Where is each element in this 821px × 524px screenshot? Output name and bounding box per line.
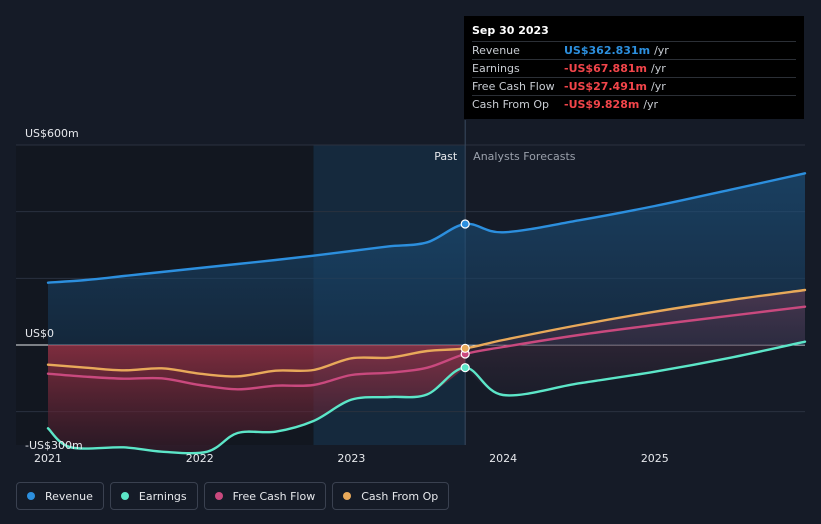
past-label: Past	[434, 150, 458, 163]
marker-revenue	[460, 219, 470, 229]
tooltip-unit: /yr	[650, 80, 666, 93]
marker-earnings	[460, 363, 470, 373]
tooltip: Sep 30 2023 Revenue US$362.831m/yr Earning…	[464, 16, 804, 119]
x-tick-label: 2021	[34, 452, 62, 465]
tooltip-row-free-cash-flow: Free Cash Flow -US$27.491m/yr	[472, 77, 796, 95]
y-axis-label: US$0	[25, 327, 54, 340]
series-line-revenue	[46, 172, 807, 284]
marker-cash-from-op	[460, 343, 470, 353]
tooltip-label: Earnings	[472, 62, 520, 75]
legend-item-free-cash-flow[interactable]: Free Cash Flow	[203, 482, 327, 510]
legend-label: Revenue	[45, 489, 93, 503]
forecast-label: Analysts Forecasts	[473, 150, 576, 163]
legend-label: Cash From Op	[361, 489, 439, 503]
tooltip-label: Free Cash Flow	[472, 80, 555, 93]
x-tick-label: 2024	[489, 452, 517, 465]
tooltip-unit: /yr	[654, 44, 669, 57]
legend-dot-icon	[343, 492, 352, 500]
tooltip-value: -US$67.881m	[564, 62, 647, 75]
tooltip-label: Cash From Op	[472, 98, 550, 111]
series-line-cash-from-op	[46, 288, 807, 378]
revenue-area	[48, 173, 805, 345]
legend-dot-icon	[214, 492, 223, 500]
legend-dot-icon	[27, 492, 35, 500]
legend-item-revenue[interactable]: Revenue	[16, 482, 104, 510]
legend: Revenue Earnings Free Cash Flow Cash From O…	[16, 482, 450, 510]
earnings-negative-area	[48, 345, 466, 454]
tooltip-value: US$362.831m	[564, 44, 651, 57]
x-tick-label: 2023	[337, 452, 365, 465]
legend-label: Earnings	[138, 489, 187, 503]
legend-item-cash-from-op[interactable]: Cash From Op	[332, 482, 450, 510]
series-line-earnings	[46, 340, 807, 455]
tooltip-label: Revenue	[472, 44, 520, 57]
tooltip-unit: /yr	[643, 98, 659, 111]
legend-dot-icon	[120, 492, 129, 500]
tooltip-row-revenue: Revenue US$362.831m/yr	[472, 41, 796, 59]
y-axis-label: US$600m	[25, 127, 79, 140]
x-tick-label: 2022	[186, 452, 214, 465]
tooltip-value: -US$9.828m	[564, 98, 640, 111]
x-tick-label: 2025	[641, 452, 669, 465]
y-axis-label: -US$300m	[25, 439, 83, 452]
tooltip-date: Sep 30 2023	[472, 24, 549, 37]
tooltip-value: -US$27.491m	[564, 80, 647, 93]
legend-item-earnings[interactable]: Earnings	[109, 482, 198, 510]
tooltip-row-cash-from-op: Cash From Op -US$9.828m/yr	[472, 95, 796, 113]
legend-label: Free Cash Flow	[232, 489, 316, 503]
tooltip-unit: /yr	[650, 62, 666, 75]
tooltip-row-earnings: Earnings -US$67.881m/yr	[472, 59, 796, 77]
series-line-free-cash-flow	[46, 305, 807, 391]
